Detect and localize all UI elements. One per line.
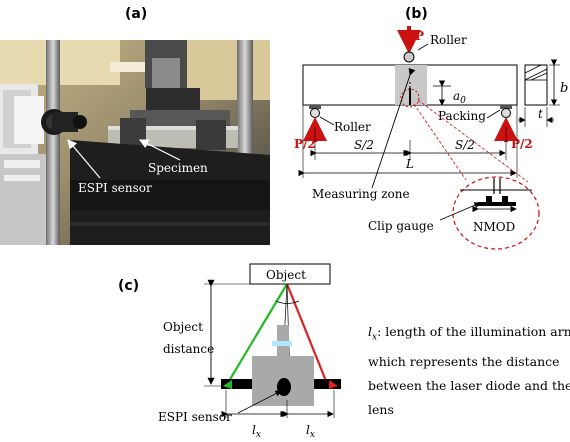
sensor-annotation: ESPI sensor <box>78 181 152 195</box>
load-left-label: P/2 <box>294 137 316 151</box>
panel-b-label: (b) <box>405 6 428 22</box>
clip-gauge-detail <box>452 176 540 250</box>
red-beam <box>285 283 330 387</box>
caption-line3: between the laser diode and the <box>368 377 570 393</box>
specimen-pointer <box>138 139 181 161</box>
packing-label: Packing <box>438 109 486 123</box>
object-distance-line1: Object <box>163 320 203 334</box>
panel-c-caption: lx: length of the illumination arm which… <box>368 320 570 422</box>
right-roller <box>501 108 511 118</box>
left-roller <box>310 108 320 118</box>
roller-bottom-label: Roller <box>334 120 371 134</box>
panel-c-label: (c) <box>118 278 139 294</box>
panel-c: (c) Object Object distance ESPI sensor <box>118 263 341 440</box>
caption-symbol: l <box>368 324 372 339</box>
object-label: Object <box>266 268 306 282</box>
caption-line4: lens <box>368 401 394 417</box>
arm-left-label: lx <box>252 423 261 440</box>
object-box <box>249 263 331 285</box>
roller-top-label: Roller <box>430 33 467 47</box>
espi-sensor <box>221 325 341 406</box>
caption-line1: : length of the illumination arm <box>377 324 570 339</box>
specimen-annotation: Specimen <box>148 161 208 175</box>
espi-sensor-label: ESPI sensor <box>158 410 232 424</box>
measuring-zone-label: Measuring zone <box>312 187 410 201</box>
notch-depth-label: a0 <box>453 89 466 106</box>
arm-right-label: lx <box>306 423 315 440</box>
height-label: b <box>560 81 568 96</box>
top-roller <box>403 51 415 63</box>
panel-b: (b) P Roller a0 b t <box>294 6 568 250</box>
clip-gauge-label: Clip gauge <box>368 219 434 233</box>
half-span-right-label: S/2 <box>455 138 475 152</box>
object-distance-line2: distance <box>163 342 214 356</box>
nmod-label: NMOD <box>473 220 515 234</box>
load-top-label: P <box>415 29 424 43</box>
load-right-label: P/2 <box>511 137 533 151</box>
sensor-pointer <box>67 139 101 179</box>
panel-a: (a) <box>0 6 270 245</box>
length-label: L <box>405 157 414 171</box>
caption-line2: which represents the distance <box>368 353 560 369</box>
half-span-left-label: S/2 <box>354 138 374 152</box>
thickness-label: t <box>538 107 543 121</box>
specimen-photo <box>0 40 270 245</box>
panel-a-label: (a) <box>125 6 147 22</box>
caption-symbol-sub: x <box>372 332 378 343</box>
